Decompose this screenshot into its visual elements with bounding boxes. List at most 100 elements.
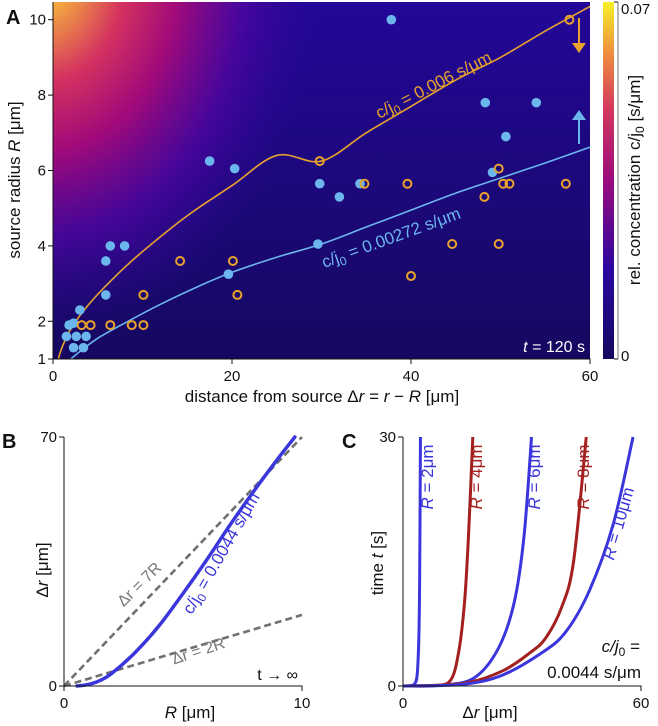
curve-0.0044 (75, 435, 297, 688)
panel-a-marks (57, 5, 590, 359)
curve-label-R=2μm: R = 2μm (418, 444, 437, 509)
filled-data-point (68, 342, 79, 353)
filled-data-point (313, 239, 323, 249)
curve-label-b: c/j0 = 0.0044 s/μm (179, 489, 267, 619)
x-tick-label: 10 (294, 695, 311, 712)
time-label: t = 120 s (523, 339, 585, 356)
filled-data-point (105, 241, 116, 251)
filled-data-point (101, 290, 111, 300)
line-label-7r: Δr = 7R (114, 559, 165, 610)
y-axis-label-a: source radius R [μm] (5, 101, 24, 258)
y-tick-label: 8 (38, 87, 46, 104)
colorbar-gradient (603, 2, 614, 359)
y-tick-label: 2 (38, 313, 46, 330)
x-tick-label: 0 (60, 695, 68, 712)
panel-label-b: B (2, 431, 16, 453)
c-annotation-line1: c/j0 = (602, 637, 640, 659)
open-data-point (138, 320, 149, 331)
panel-a-axes: 0 20 40 60 1 2 4 6 8 10 (29, 2, 598, 385)
filled-data-point (314, 178, 325, 189)
filled-data-point (68, 318, 79, 328)
curve-R=4μm (402, 436, 475, 688)
open-data-point (402, 178, 413, 189)
y-axis-label-b: Δr [μm] (33, 542, 52, 597)
colorbar-max-label: 0.07 (621, 1, 650, 18)
open-data-point (175, 255, 186, 266)
contour-line-0.006 (57, 5, 590, 359)
open-data-point (314, 156, 325, 167)
filled-data-point (204, 156, 215, 166)
colorbar-label: rel. concentration c/j0 [s/μm] (625, 75, 647, 285)
panel-c: C R = 2μm R = 4μm R = 6μm R = 8μm R = 10μm 0… (342, 429, 649, 722)
panel-label-c: C (342, 431, 356, 453)
x-tick-label: 0 (399, 695, 407, 712)
y-tick-label: 30 (379, 429, 396, 446)
x-tick-label: 60 (633, 695, 650, 712)
panel-label-a: A (6, 7, 20, 29)
dashed-line-2r (64, 613, 303, 688)
blue-arrow-up-icon (572, 110, 586, 144)
panel-b-marks (64, 435, 303, 688)
x-tick-label: 40 (403, 368, 420, 385)
x-axis-label-c: Δr [μm] (462, 703, 517, 722)
y-tick-label: 6 (38, 163, 46, 180)
y-tick-label: 4 (38, 238, 46, 255)
curve-label-R=4μm: R = 4μm (467, 444, 486, 509)
filled-data-point (71, 331, 82, 342)
open-data-point (138, 289, 149, 300)
x-tick-label: 60 (582, 368, 599, 385)
open-data-point (504, 178, 515, 189)
open-data-point (105, 320, 116, 331)
filled-data-point (229, 163, 240, 174)
y-tick-label: 1 (38, 351, 46, 368)
open-data-point (493, 163, 504, 174)
open-data-point (479, 191, 490, 202)
x-axis-label-a: distance from source Δr = r − R [μm] (185, 387, 459, 406)
open-data-point (227, 255, 238, 266)
filled-data-point (334, 192, 345, 202)
colorbar-min-label: 0 (621, 348, 629, 365)
orange-arrow-down-icon (572, 18, 586, 53)
filled-data-point (61, 331, 72, 342)
filled-data-point (480, 97, 491, 108)
curve-label-R=8μm: R = 8μm (574, 444, 593, 509)
y-tick-label: 10 (29, 12, 46, 29)
filled-data-point (75, 305, 85, 315)
curve-label-R=10μm: R = 10μm (599, 485, 638, 562)
open-data-point (447, 239, 458, 250)
y-tick-label: 0 (388, 678, 396, 695)
open-data-point (498, 178, 509, 189)
panel-b: B 0 10 0 70 Δr = 7R Δr = 2R c/j0 = 0.0044 s… (2, 429, 310, 722)
filled-data-point (531, 97, 542, 108)
t-infinity-label: t → ∞ (257, 667, 298, 684)
x-axis-label-b: R [μm] (165, 703, 215, 722)
filled-data-point (81, 331, 91, 342)
open-data-point (564, 14, 575, 25)
open-data-point (359, 178, 370, 189)
filled-data-point (501, 131, 511, 142)
filled-data-point (223, 269, 234, 279)
y-tick-label: 0 (49, 678, 57, 695)
curve-R=10μm (402, 436, 635, 688)
x-tick-label: 20 (224, 368, 241, 385)
c-annotation-line2: 0.0044 s/μm (547, 663, 641, 682)
line-label-2r: Δr = 2R (170, 635, 227, 668)
open-data-point (85, 320, 96, 331)
colorbar: 0.07 0 rel. concentration c/j0 [s/μm] (603, 1, 650, 365)
panel-c-axes: 0 60 0 30 (379, 429, 649, 712)
filled-data-point (386, 14, 397, 25)
filled-data-point (78, 342, 89, 353)
open-data-point (406, 271, 416, 282)
x-tick-label: 0 (49, 368, 57, 385)
y-axis-label-c: time t [s] (368, 531, 387, 595)
y-tick-label: 70 (40, 429, 57, 446)
panel-b-axes: 0 10 0 70 (40, 429, 310, 712)
open-data-point (560, 178, 571, 189)
open-data-point (493, 239, 504, 250)
open-data-point (232, 289, 243, 300)
filled-data-point (119, 241, 130, 251)
curve-label-R=6μm: R = 6μm (525, 444, 544, 509)
open-data-point (126, 320, 137, 331)
